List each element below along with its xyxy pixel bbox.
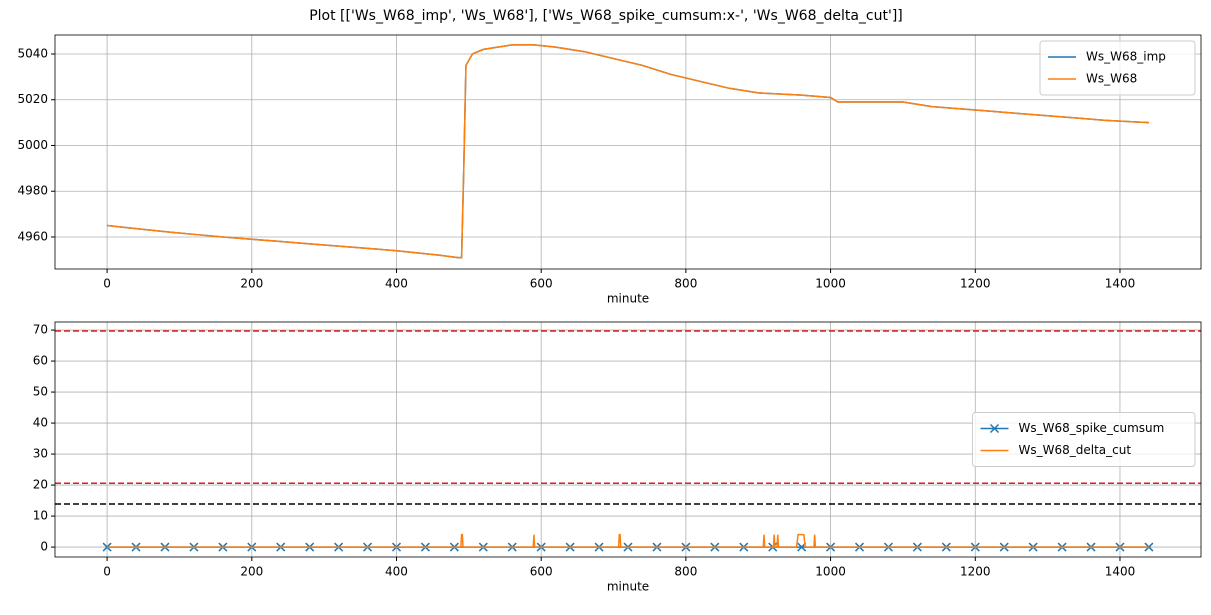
x-tick-label: 1200	[960, 277, 991, 291]
x-tick-label: 600	[530, 277, 553, 291]
figure-title: Plot [['Ws_W68_imp', 'Ws_W68'], ['Ws_W68…	[309, 8, 903, 24]
y-tick-label: 0	[40, 540, 48, 554]
legend-label: Ws_W68	[1086, 72, 1137, 86]
x-tick-label: 400	[385, 277, 408, 291]
y-tick-label: 5040	[17, 46, 48, 60]
y-tick-label: 5020	[17, 92, 48, 106]
series-line	[107, 44, 1149, 259]
x-tick-label: 0	[103, 565, 111, 579]
legend-label: Ws_W68_spike_cumsum	[1019, 421, 1165, 435]
x-tick-label: 600	[530, 565, 553, 579]
x-tick-label: 200	[240, 277, 263, 291]
legend-label: Ws_W68_imp	[1086, 50, 1166, 64]
x-axis-label: minute	[607, 292, 649, 306]
x-tick-label: 1000	[815, 277, 846, 291]
y-tick-label: 10	[33, 509, 48, 523]
y-tick-label: 40	[33, 416, 48, 430]
y-tick-label: 4980	[17, 184, 48, 198]
legend: Ws_W68_spike_cumsum Ws_W68_delta_cut	[972, 412, 1196, 467]
axes-frame	[54, 321, 1202, 558]
axes-frame	[54, 34, 1202, 270]
y-tick-label: 60	[33, 354, 48, 368]
y-tick-label: 4960	[17, 229, 48, 243]
y-tick-label: 30	[33, 447, 48, 461]
y-tick-label: 20	[33, 478, 48, 492]
legend-label: Ws_W68_delta_cut	[1019, 443, 1132, 457]
x-tick-label: 1200	[960, 565, 991, 579]
y-tick-label: 70	[33, 323, 48, 337]
x-axis-label: minute	[607, 580, 649, 594]
series-line	[107, 44, 1149, 259]
x-tick-label: 1400	[1105, 565, 1136, 579]
series-line	[107, 533, 1149, 548]
legend-box	[1039, 40, 1196, 96]
x-tick-label: 800	[674, 565, 697, 579]
legend-box	[972, 412, 1196, 467]
legend: Ws_W68_imp Ws_W68	[1039, 40, 1196, 96]
x-tick-label: 1000	[815, 565, 846, 579]
marker	[1144, 542, 1154, 552]
x-tick-label: 0	[103, 277, 111, 291]
x-tick-label: 800	[674, 277, 697, 291]
y-tick-label: 5000	[17, 138, 48, 152]
x-tick-label: 400	[385, 565, 408, 579]
y-tick-label: 50	[33, 385, 48, 399]
legend-marker	[989, 423, 1000, 434]
x-tick-label: 200	[240, 565, 263, 579]
x-tick-label: 1400	[1105, 277, 1136, 291]
